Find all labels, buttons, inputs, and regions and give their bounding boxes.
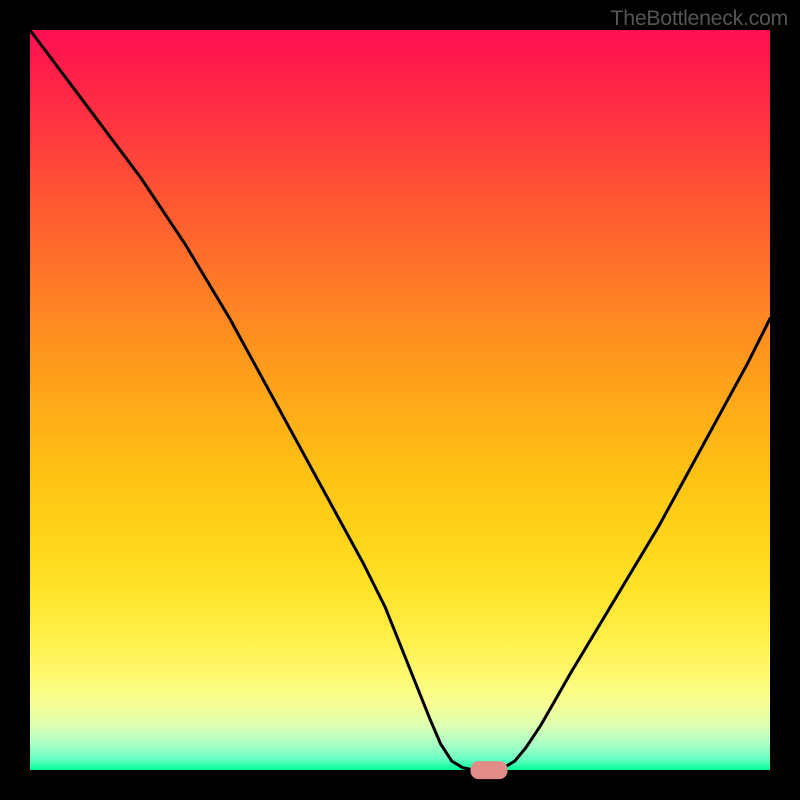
watermark-text: TheBottleneck.com	[611, 6, 788, 31]
gradient-background	[30, 30, 770, 770]
plot-area	[30, 30, 770, 770]
plot-svg	[30, 30, 770, 770]
optimal-point-marker	[470, 761, 507, 779]
figure-container: TheBottleneck.com	[0, 0, 800, 800]
